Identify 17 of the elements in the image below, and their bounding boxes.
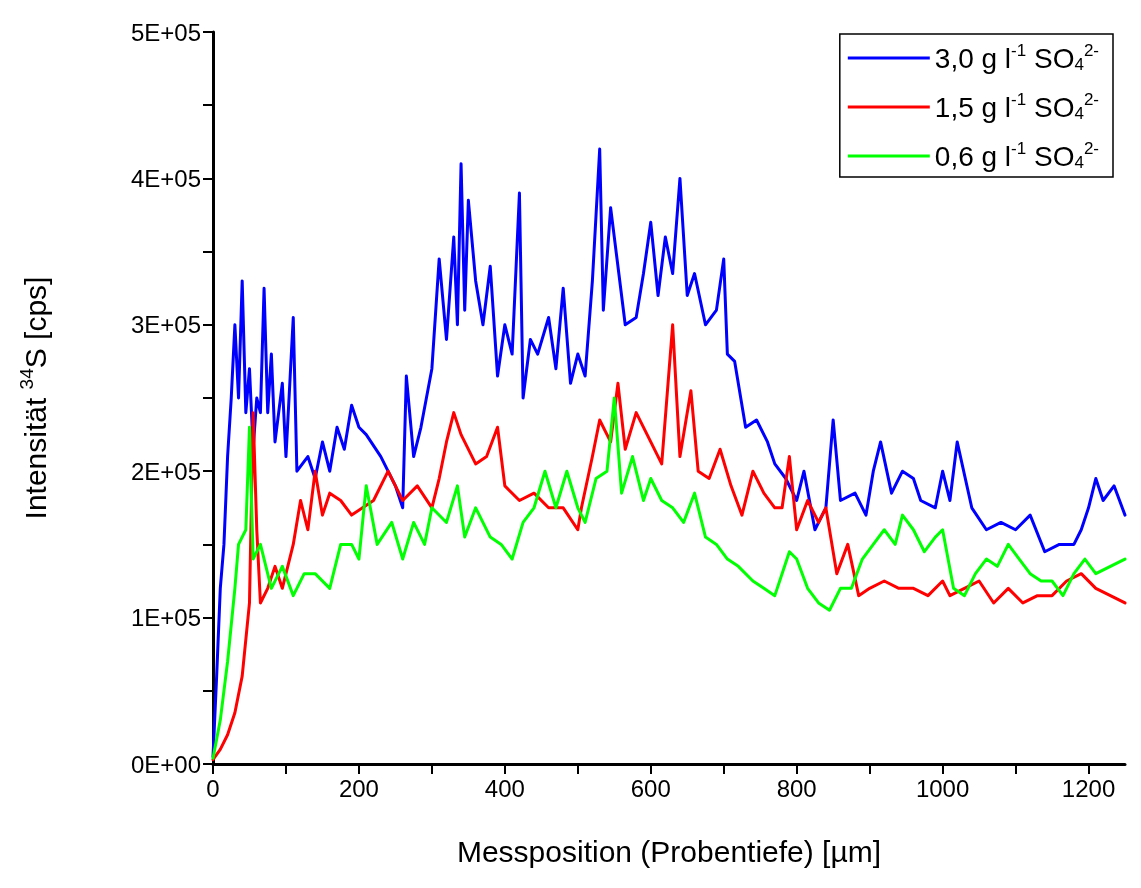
x-tick-label: 600	[630, 774, 671, 802]
x-tick-label: 1200	[1061, 774, 1116, 802]
x-tick-label: 0	[206, 774, 220, 802]
x-axis-title: Messposition (Probentiefe) [µm]	[456, 834, 882, 868]
y-tick-label: 0E+00	[130, 750, 201, 778]
y-tick-label: 1E+05	[130, 604, 201, 632]
x-tick-label: 800	[776, 774, 817, 802]
y-axis-title: Intensität 34S [cps]	[16, 276, 52, 520]
line-series	[211, 396, 1127, 760]
line-series	[211, 323, 1127, 762]
y-tick-label: 4E+05	[130, 164, 201, 192]
x-tick-label: 1000	[915, 774, 970, 802]
y-tick-label: 2E+05	[130, 457, 201, 485]
x-tick-label: 200	[338, 774, 379, 802]
y-tick-label: 3E+05	[130, 311, 201, 339]
x-tick-label: 400	[484, 774, 525, 802]
y-tick-label: 5E+05	[130, 18, 201, 46]
